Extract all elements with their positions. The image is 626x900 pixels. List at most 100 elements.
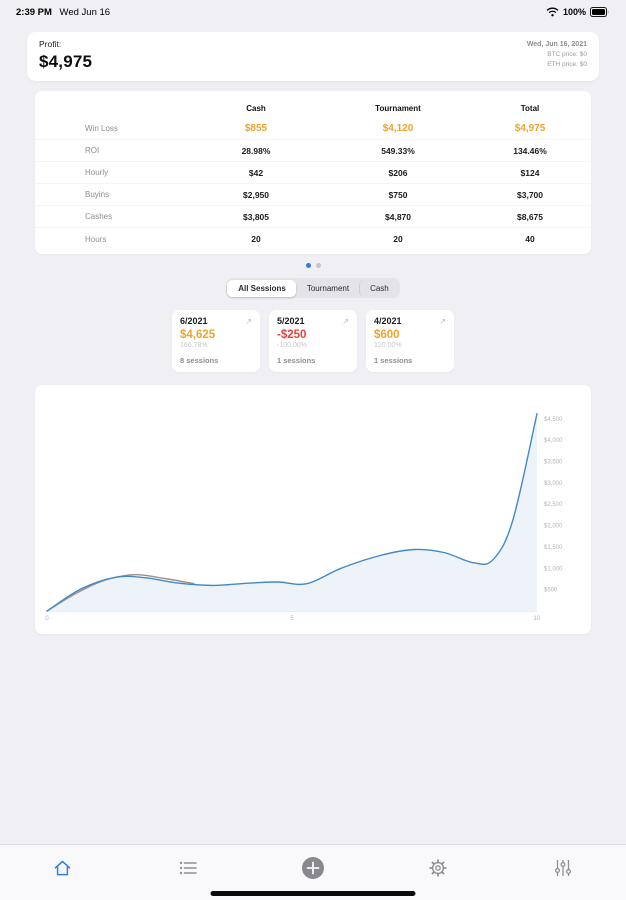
month-card[interactable]: 4/2021 ↗ $600 120.00% 1 sessions xyxy=(366,310,454,372)
month-card[interactable]: 6/2021 ↗ $4,625 166.78% 8 sessions xyxy=(172,310,260,372)
stat-value: $4,870 xyxy=(385,211,411,222)
row-label: Win Loss xyxy=(85,124,118,133)
column-header: Tournament xyxy=(375,104,421,113)
stats-table: Cash Tournament Total Win Loss $855 $4,120 $4,… xyxy=(35,99,591,250)
month-label: 6/2021 xyxy=(180,316,208,326)
segmented-control: All Sessions Tournament Cash xyxy=(225,278,401,298)
month-profit: -$250 xyxy=(277,329,307,341)
profit-summary: Profit: $4,975 xyxy=(39,39,92,72)
tab-bar xyxy=(0,844,626,900)
month-card[interactable]: 5/2021 ↗ -$250 -100.00% 1 sessions xyxy=(269,310,357,372)
x-tick-label: 0 xyxy=(45,616,49,622)
month-card-header: 4/2021 ↗ xyxy=(374,316,446,326)
stat-value: 134.46% xyxy=(513,145,547,156)
expand-arrow-icon: ↗ xyxy=(342,316,349,326)
chart-card: 0 5 10 $500 $1,000 $1,500 $2,000 $2,500 $3,000 $3… xyxy=(35,385,591,634)
month-card-header: 6/2021 ↗ xyxy=(180,316,252,326)
y-tick-label: $500 xyxy=(544,588,558,594)
stat-value: $855 xyxy=(244,123,268,134)
btc-price: BTC price: $0 xyxy=(547,51,587,58)
status-time: 2:39 PM xyxy=(16,6,52,18)
list-icon xyxy=(179,861,197,875)
page-dot[interactable] xyxy=(305,263,311,268)
y-tick-label: $1,500 xyxy=(544,545,563,551)
table-row: Win Loss $855 $4,120 $4,975 xyxy=(35,118,591,140)
row-label: Hours xyxy=(85,234,107,244)
month-label: 5/2021 xyxy=(277,316,305,326)
profit-date: Wed, Jun 16, 2021 xyxy=(526,41,587,48)
chart-area-all-sessions-profit xyxy=(47,413,537,611)
page-dots xyxy=(0,263,626,268)
profit-label: Profit: xyxy=(39,39,62,49)
segment-tournament[interactable]: Tournament xyxy=(306,283,350,293)
column-header: Cash xyxy=(246,104,266,113)
stat-value: $42 xyxy=(248,167,264,178)
month-profit: $4,625 xyxy=(180,329,216,341)
status-bar: 2:39 PM Wed Jun 16 100% xyxy=(0,0,626,22)
month-label: 4/2021 xyxy=(374,316,402,326)
row-label: Cashes xyxy=(85,212,113,221)
month-sessions: 8 sessions xyxy=(180,356,219,365)
stat-value: $3,805 xyxy=(243,211,269,222)
x-tick-label: 5 xyxy=(290,616,294,622)
stats-card: Cash Tournament Total Win Loss $855 $4,120 $4,… xyxy=(35,91,591,254)
month-roi: 166.78% xyxy=(180,342,208,349)
segment-all-sessions[interactable]: All Sessions xyxy=(227,279,296,297)
wifi-icon xyxy=(546,7,559,17)
stat-value: 40 xyxy=(525,234,535,244)
stat-value: 20 xyxy=(393,234,403,244)
stat-value: $124 xyxy=(520,167,540,178)
stat-value: 20 xyxy=(251,234,261,244)
tab-add-session[interactable] xyxy=(291,854,335,882)
tab-filters[interactable] xyxy=(541,854,585,882)
column-header: Total xyxy=(520,104,540,113)
y-tick-label: $4,000 xyxy=(544,438,563,444)
x-tick-label: 10 xyxy=(534,616,541,622)
tab-home[interactable] xyxy=(41,854,85,882)
row-label: Hourly xyxy=(85,168,109,177)
status-left: 2:39 PM Wed Jun 16 xyxy=(16,7,110,18)
table-row: Buyins $2,950 $750 $3,700 xyxy=(35,184,591,206)
eth-price: ETH price: $0 xyxy=(547,61,587,69)
y-tick-label: $4,500 xyxy=(544,417,563,423)
segment-cash[interactable]: Cash xyxy=(359,279,399,297)
home-indicator[interactable] xyxy=(210,891,416,896)
month-profit: $600 xyxy=(374,329,400,341)
profit-value: $4,975 xyxy=(39,52,93,71)
stat-value: $4,975 xyxy=(514,123,546,134)
sliders-icon xyxy=(555,860,572,876)
expand-arrow-icon: ↗ xyxy=(245,316,252,326)
tab-sessions-list[interactable] xyxy=(166,854,210,882)
table-row: ROI 28.98% 549.33% 134.46% xyxy=(35,140,591,162)
expand-arrow-icon: ↗ xyxy=(439,316,446,326)
month-roi: -100.00% xyxy=(277,342,307,349)
stat-value: $750 xyxy=(388,189,408,200)
y-tick-label: $2,000 xyxy=(544,524,563,530)
stat-value: 549.33% xyxy=(381,145,415,156)
y-tick-label: $1,000 xyxy=(544,566,563,572)
row-label: Buyins xyxy=(85,190,110,199)
status-date: Wed Jun 16 xyxy=(59,6,111,18)
chart-line-all-sessions-profit xyxy=(46,413,538,612)
profit-chart-svg: 0 5 10 $500 $1,000 $1,500 $2,000 $2,500 $3,000 $3… xyxy=(45,413,563,622)
table-header-row: Cash Tournament Total xyxy=(35,99,591,118)
month-sessions: 1 sessions xyxy=(277,356,316,365)
battery-percent: 100% xyxy=(562,7,586,17)
y-tick-label: $3,000 xyxy=(544,481,563,487)
y-tick-label: $3,500 xyxy=(544,460,563,466)
table-row: Hourly $42 $206 $124 xyxy=(35,162,591,184)
page-dot[interactable] xyxy=(315,263,321,268)
stat-value: $2,950 xyxy=(243,189,269,200)
y-tick-label: $2,500 xyxy=(544,502,563,508)
tab-settings[interactable] xyxy=(416,854,460,882)
month-sessions: 1 sessions xyxy=(374,356,413,365)
gear-icon xyxy=(429,859,447,877)
stat-value: 28.98% xyxy=(241,145,271,156)
stat-value: $8,675 xyxy=(517,211,543,222)
month-cards: 6/2021 ↗ $4,625 166.78% 8 sessions 5/2021 ↗ -$2… xyxy=(0,310,626,372)
profit-meta: Wed, Jun 16, 2021 BTC price: $0 ETH pric… xyxy=(527,39,587,72)
month-roi: 120.00% xyxy=(374,342,402,349)
month-card-header: 5/2021 ↗ xyxy=(277,316,349,326)
table-row: Hours 20 20 40 xyxy=(35,228,591,250)
